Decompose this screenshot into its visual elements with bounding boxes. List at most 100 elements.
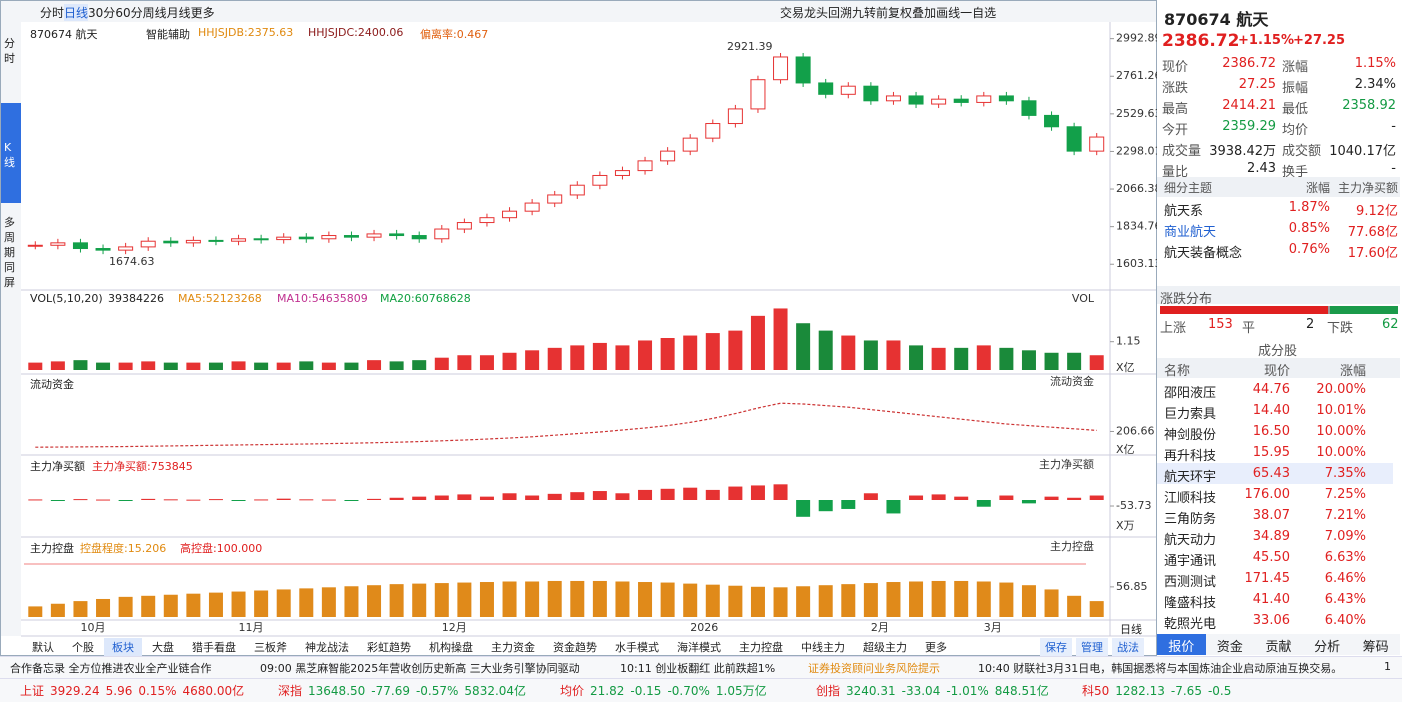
bottom-tab[interactable]: 大盘 [152, 641, 174, 654]
component-cell[interactable]: 隆盛科技 [1164, 596, 1217, 611]
ctrl-bar [412, 583, 427, 617]
right-tab[interactable]: 报价 [1157, 634, 1206, 655]
bottom-tab[interactable]: 神龙战法 [305, 641, 349, 654]
ctrl-bar [479, 582, 494, 617]
toolbar-button[interactable]: 前复权 [876, 6, 913, 20]
ticker-item[interactable]: 合作备忘录 全方位推进农业全产业链合作 [10, 662, 212, 675]
components-title: 成分股 [1258, 344, 1298, 359]
dist-header-bg [1157, 286, 1400, 304]
vol-ma20: MA20:60768628 [380, 292, 471, 305]
candle [660, 150, 676, 162]
component-cell[interactable]: 西测测试 [1164, 575, 1217, 590]
component-cell[interactable]: 三角防务 [1164, 512, 1217, 527]
bottom-tab[interactable]: 海洋模式 [677, 641, 721, 654]
candle [321, 235, 337, 240]
bottom-tab[interactable]: 三板斧 [254, 641, 287, 654]
quote-value: - [1391, 161, 1396, 176]
x-tick-label: 12月 [442, 621, 467, 634]
bottom-tab[interactable]: 主力控盘 [739, 641, 783, 654]
vol-bar [1067, 352, 1082, 370]
net-bar [231, 500, 246, 501]
net-bar [1067, 497, 1082, 500]
x-tick-label: 10月 [80, 621, 105, 634]
toolbar-button[interactable]: 更多 [190, 6, 215, 20]
index-cell: 5832.04亿 [464, 684, 527, 698]
bottom-tab[interactable]: 更多 [925, 641, 947, 654]
vol-bar [525, 350, 540, 370]
toolbar-button[interactable]: 画线 [936, 6, 961, 20]
component-cell[interactable]: 航天环宇 [1164, 470, 1217, 485]
index-cell: 5.96 [105, 683, 133, 698]
component-cell[interactable]: 神剑股份 [1164, 428, 1217, 443]
component-cell[interactable]: 邵阳液压 [1164, 386, 1217, 401]
toolbar-button[interactable]: 龙头回溯 [804, 6, 853, 20]
component-cell[interactable]: 通宇通讯 [1164, 554, 1217, 569]
toolbar-button[interactable]: 交易 [780, 6, 805, 20]
bottom-tab[interactable]: 机构操盘 [429, 641, 473, 654]
bottom-tab[interactable]: 主力资金 [491, 641, 535, 654]
net-bar [976, 500, 991, 507]
bottom-right-button[interactable]: 战法 [1112, 638, 1144, 656]
toolbar-button[interactable]: 叠加 [912, 6, 937, 20]
bottom-tab[interactable]: 水手模式 [615, 641, 659, 654]
right-tab[interactable]: 贡献 [1265, 640, 1292, 655]
vol-bar [321, 362, 336, 370]
ticker-item[interactable]: 10:40 财联社3月31日电，韩国据悉将与本国炼油企业启动原油互换交易。 [978, 662, 1343, 675]
bottom-tab[interactable]: 超级主力 [863, 641, 907, 654]
candle [569, 184, 585, 196]
bottom-tab[interactable]: 板块 [104, 638, 142, 656]
bottom-right-button[interactable]: 管理 [1076, 638, 1108, 656]
bottom-tab[interactable]: 个股 [72, 641, 94, 654]
sidebar-tab[interactable]: 分时 [4, 37, 15, 65]
net-bar [841, 500, 856, 509]
candle [479, 217, 495, 224]
component-cell[interactable]: 江顺科技 [1164, 491, 1217, 506]
candle [411, 235, 427, 240]
component-cell: 6.46% [1324, 571, 1366, 586]
net-bar [321, 499, 336, 501]
component-cell[interactable]: 再升科技 [1164, 449, 1217, 464]
ticker-item[interactable]: 证券投资顾问业务风险提示 [808, 662, 940, 675]
toolbar-button[interactable]: 九转 [852, 6, 877, 20]
toolbar-button[interactable]: 一自选 [960, 6, 997, 20]
bottom-right-button[interactable]: 保存 [1040, 638, 1072, 656]
kline-jdb: HHJSJDB:2375.63 [198, 26, 294, 39]
component-cell[interactable]: 巨力索具 [1164, 407, 1217, 422]
theme-cell: 77.68亿 [1347, 225, 1398, 240]
component-cell[interactable]: 乾照光电 [1164, 617, 1217, 632]
ctrl-bar [615, 581, 630, 617]
flow-title: 流动资金 [30, 378, 74, 391]
comp-header-bg [1157, 358, 1400, 378]
right-tab[interactable]: 资金 [1216, 640, 1243, 655]
bottom-tab[interactable]: 资金趋势 [553, 641, 597, 654]
ticker-item[interactable]: 1 [1384, 660, 1391, 673]
toolbar-button[interactable]: 60分 [115, 6, 143, 20]
quote-value: 2.43 [1247, 161, 1276, 176]
bottom-tab[interactable]: 猎手看盘 [192, 641, 236, 654]
toolbar-button[interactable]: 分时 [40, 6, 65, 20]
sidebar-tab[interactable]: K线 [4, 141, 15, 169]
right-tab[interactable]: 分析 [1314, 640, 1341, 655]
bottom-tab[interactable]: 默认 [32, 641, 54, 654]
component-cell: 176.00 [1244, 487, 1291, 502]
index-cell: 3240.31 [846, 683, 896, 698]
component-cell[interactable]: 航天动力 [1164, 533, 1217, 548]
y-tick-label: 1.15 [1116, 335, 1141, 348]
components-header: 现价 [1263, 364, 1290, 379]
ctrl-bar [818, 585, 833, 617]
toolbar-button[interactable]: 月线 [166, 6, 191, 20]
sidebar-tab[interactable]: 多周期同屏 [4, 216, 15, 289]
ticker-item[interactable]: 10:11 创业板翻红 此前跌超1% [620, 662, 776, 675]
bottom-tab[interactable]: 彩虹趋势 [367, 641, 411, 654]
toolbar-button[interactable]: 周线 [142, 6, 167, 20]
toolbar-button[interactable]: 30分 [88, 6, 116, 20]
panel-label-right: 主力控盘 [1050, 539, 1094, 553]
net-bar [276, 498, 291, 500]
index-cell: 4680.00亿 [182, 684, 245, 698]
vol-bar [186, 362, 201, 370]
bottom-tab[interactable]: 中线主力 [801, 641, 845, 654]
right-tab[interactable]: 筹码 [1362, 640, 1389, 655]
y-tick-label: 2761.26 [1116, 69, 1157, 82]
toolbar-button[interactable]: 日线 [64, 4, 89, 21]
ticker-item[interactable]: 09:00 黑芝麻智能2025年营收创历史新高 三大业务引擎协同驱动 [260, 662, 580, 675]
